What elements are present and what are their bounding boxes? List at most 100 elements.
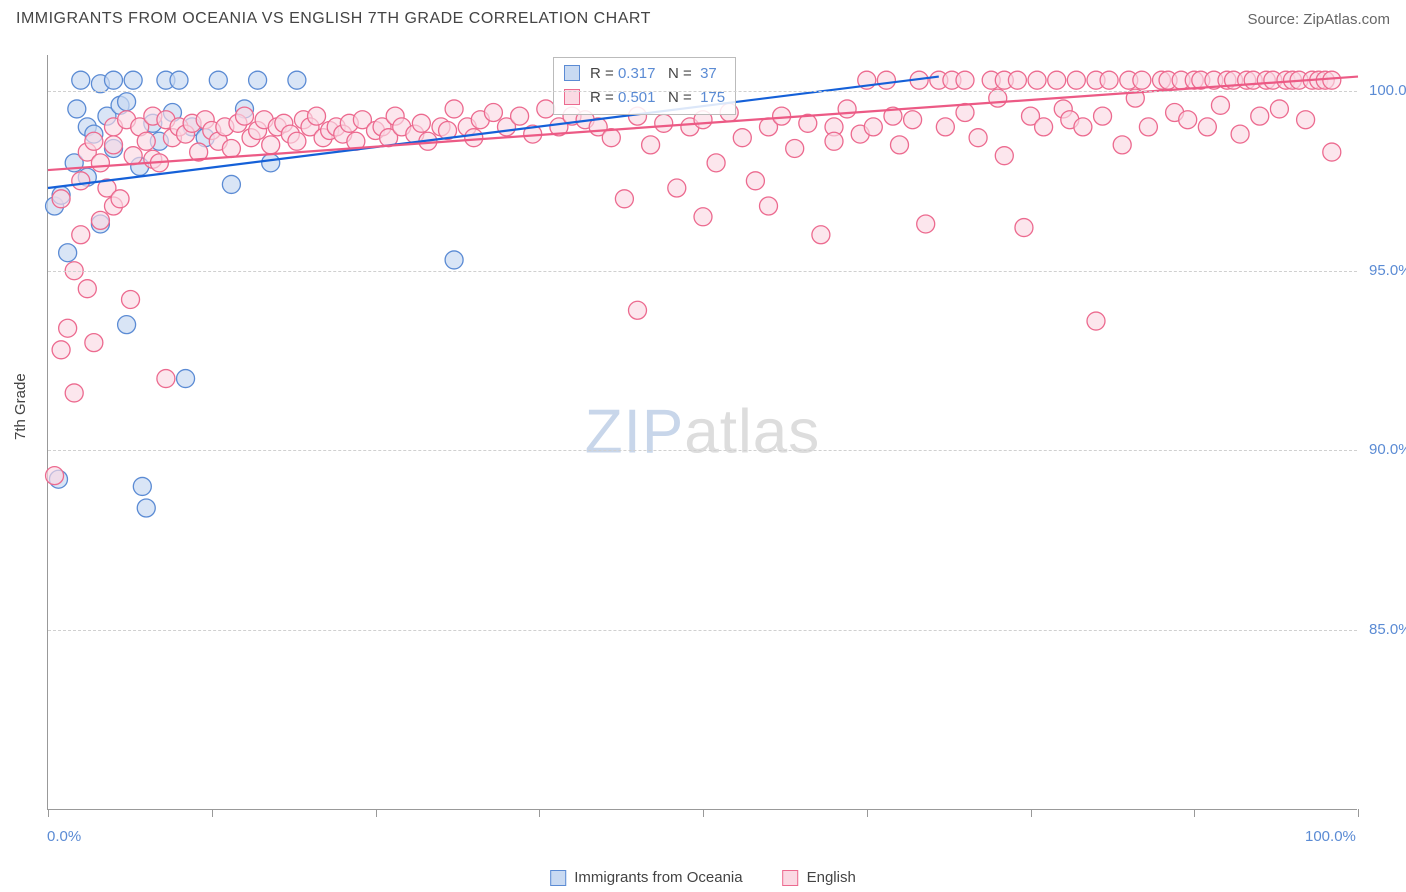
english-point bbox=[707, 154, 725, 172]
english-point bbox=[1211, 96, 1229, 114]
english-point bbox=[877, 71, 895, 89]
english-point bbox=[1323, 143, 1341, 161]
english-swatch-icon bbox=[783, 870, 799, 886]
x-tick bbox=[48, 809, 49, 817]
scatter-svg bbox=[48, 55, 1357, 809]
x-tick bbox=[867, 809, 868, 817]
x-tick bbox=[539, 809, 540, 817]
english-point bbox=[85, 334, 103, 352]
english-point bbox=[85, 132, 103, 150]
english-point bbox=[812, 226, 830, 244]
english-point bbox=[746, 172, 764, 190]
english-point bbox=[262, 136, 280, 154]
english-point bbox=[1048, 71, 1066, 89]
english-point bbox=[1067, 71, 1085, 89]
legend-row-english: R = 0.501 N = 175 bbox=[564, 86, 725, 110]
english-point bbox=[956, 71, 974, 89]
english-point bbox=[72, 226, 90, 244]
english-point bbox=[157, 370, 175, 388]
oceania-point bbox=[222, 175, 240, 193]
legend-item-oceania: Immigrants from Oceania bbox=[550, 869, 742, 886]
english-point bbox=[1179, 111, 1197, 129]
x-tick bbox=[376, 809, 377, 817]
oceania-point bbox=[72, 71, 90, 89]
oceania-point bbox=[68, 100, 86, 118]
english-point bbox=[642, 136, 660, 154]
english-point bbox=[78, 280, 96, 298]
series-legend: Immigrants from Oceania English bbox=[550, 869, 856, 886]
oceania-point bbox=[118, 316, 136, 334]
english-point bbox=[629, 301, 647, 319]
english-point bbox=[1008, 71, 1026, 89]
english-point bbox=[484, 104, 502, 122]
english-point bbox=[668, 179, 686, 197]
oceania-point bbox=[249, 71, 267, 89]
oceania-swatch-icon bbox=[564, 65, 580, 81]
english-point bbox=[308, 107, 326, 125]
english-point bbox=[105, 136, 123, 154]
english-point bbox=[72, 172, 90, 190]
oceania-point bbox=[118, 93, 136, 111]
english-point bbox=[1087, 312, 1105, 330]
english-point bbox=[1100, 71, 1118, 89]
oceania-point bbox=[105, 71, 123, 89]
english-point bbox=[1323, 71, 1341, 89]
x-tick bbox=[1358, 809, 1359, 817]
english-point bbox=[1133, 71, 1151, 89]
english-point bbox=[904, 111, 922, 129]
english-point bbox=[59, 319, 77, 337]
oceania-swatch-icon bbox=[550, 870, 566, 886]
english-point bbox=[891, 136, 909, 154]
oceania-point bbox=[170, 71, 188, 89]
english-point bbox=[236, 107, 254, 125]
english-point bbox=[91, 154, 109, 172]
english-point bbox=[111, 190, 129, 208]
english-point bbox=[1270, 100, 1288, 118]
gridline bbox=[48, 450, 1357, 451]
english-point bbox=[864, 118, 882, 136]
english-point bbox=[65, 384, 83, 402]
english-point bbox=[511, 107, 529, 125]
english-point bbox=[1139, 118, 1157, 136]
gridline bbox=[48, 91, 1357, 92]
english-point bbox=[917, 215, 935, 233]
oceania-point bbox=[59, 244, 77, 262]
english-point bbox=[1231, 125, 1249, 143]
english-point bbox=[1035, 118, 1053, 136]
english-point bbox=[786, 139, 804, 157]
x-tick-label: 0.0% bbox=[47, 828, 81, 845]
english-point bbox=[733, 129, 751, 147]
legend-label: Immigrants from Oceania bbox=[574, 869, 742, 886]
oceania-point bbox=[124, 71, 142, 89]
gridline bbox=[48, 630, 1357, 631]
english-point bbox=[655, 114, 673, 132]
chart-plot-area: ZIPatlas R = 0.317 N = 37R = 0.501 N = 1… bbox=[47, 55, 1357, 810]
english-point bbox=[760, 197, 778, 215]
english-point bbox=[1074, 118, 1092, 136]
english-point bbox=[46, 467, 64, 485]
english-point bbox=[1113, 136, 1131, 154]
english-point bbox=[995, 147, 1013, 165]
oceania-point bbox=[209, 71, 227, 89]
gridline bbox=[48, 271, 1357, 272]
english-point bbox=[825, 132, 843, 150]
english-point bbox=[956, 104, 974, 122]
english-point bbox=[615, 190, 633, 208]
english-point bbox=[694, 208, 712, 226]
legend-label: English bbox=[807, 869, 856, 886]
english-point bbox=[936, 118, 954, 136]
chart-title: IMMIGRANTS FROM OCEANIA VS ENGLISH 7TH G… bbox=[16, 10, 651, 28]
english-point bbox=[1297, 111, 1315, 129]
english-point bbox=[1198, 118, 1216, 136]
x-tick bbox=[212, 809, 213, 817]
oceania-point bbox=[262, 154, 280, 172]
y-tick-label: 100.0% bbox=[1369, 82, 1406, 99]
x-tick-label: 100.0% bbox=[1305, 828, 1356, 845]
english-point bbox=[465, 129, 483, 147]
english-point bbox=[222, 139, 240, 157]
oceania-point bbox=[177, 370, 195, 388]
y-tick-label: 95.0% bbox=[1369, 262, 1406, 279]
source-label: Source: ZipAtlas.com bbox=[1247, 11, 1390, 28]
english-point bbox=[838, 100, 856, 118]
oceania-point bbox=[288, 71, 306, 89]
